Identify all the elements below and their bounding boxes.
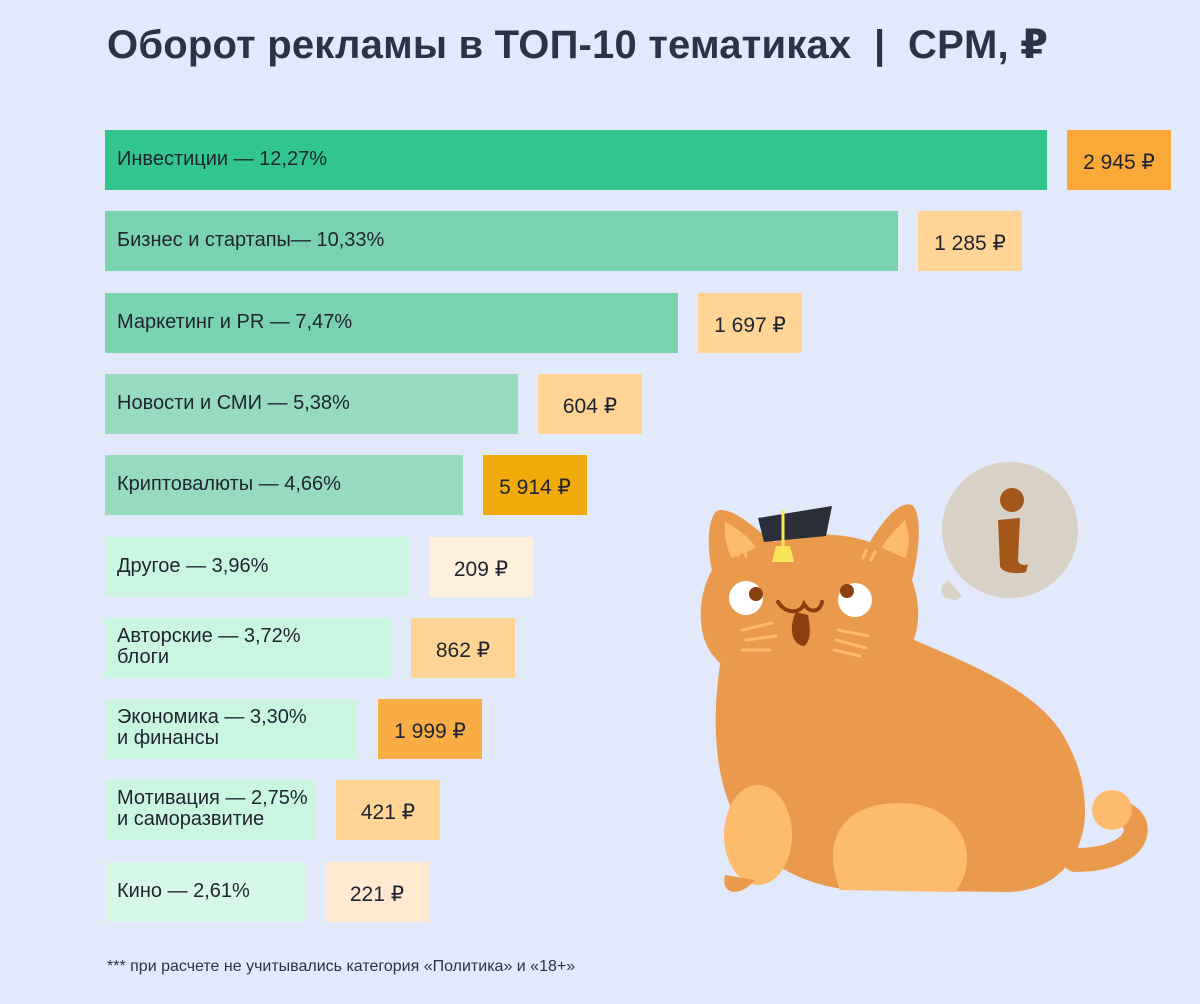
- bar: Другое — 3,96%: [105, 537, 409, 597]
- cpm-label: 1 285 ₽: [934, 231, 1006, 255]
- bar-label: Другое — 3,96%: [117, 555, 269, 578]
- bar-label: Криптовалюты — 4,66%: [117, 473, 341, 496]
- bar-label: Экономика — 3,30% и финансы: [117, 706, 307, 750]
- bar: Новости и СМИ — 5,38%: [105, 374, 518, 434]
- bar-label: Маркетинг и PR — 7,47%: [117, 311, 353, 334]
- chart-title: Оборот рекламы в ТОП-10 тематиках | CPM,…: [107, 23, 1049, 67]
- cpm-box: 1 285 ₽: [918, 211, 1022, 271]
- cpm-label: 5 914 ₽: [499, 475, 571, 499]
- bar-label: Инвестиции — 12,27%: [117, 148, 328, 171]
- bar-label: Авторские — 3,72% блоги: [117, 625, 301, 669]
- info-icon: [941, 462, 1078, 600]
- cpm-label: 221 ₽: [349, 882, 405, 906]
- cpm-box: 421 ₽: [336, 780, 440, 840]
- cpm-box: 1 697 ₽: [698, 293, 802, 353]
- bar: Экономика — 3,30% и финансы: [105, 699, 358, 759]
- cpm-label: 1 999 ₽: [394, 719, 466, 743]
- bar-label: Мотивация — 2,75% и саморазвитие: [117, 787, 308, 831]
- cpm-box: 604 ₽: [538, 374, 642, 434]
- bar-label: Кино — 2,61%: [117, 880, 250, 903]
- cpm-box: 1 999 ₽: [378, 699, 482, 759]
- cpm-box: 2 945 ₽: [1067, 130, 1171, 190]
- cpm-label: 862 ₽: [435, 638, 491, 662]
- bar: Криптовалюты — 4,66%: [105, 455, 463, 515]
- bar-label: Новости и СМИ — 5,38%: [117, 392, 350, 415]
- bar: Мотивация — 2,75% и саморазвитие: [105, 780, 316, 840]
- cpm-label: 604 ₽: [562, 394, 618, 418]
- cpm-box: 862 ₽: [411, 618, 515, 678]
- cpm-box: 221 ₽: [325, 862, 429, 922]
- bar: Маркетинг и PR — 7,47%: [105, 293, 678, 353]
- bar-label: Бизнес и стартапы— 10,33%: [117, 229, 385, 252]
- cpm-box: 5 914 ₽: [483, 455, 587, 515]
- bar: Кино — 2,61%: [105, 862, 305, 922]
- cpm-label: 421 ₽: [360, 800, 416, 824]
- cpm-label: 209 ₽: [453, 557, 509, 581]
- cpm-label: 2 945 ₽: [1083, 150, 1155, 174]
- bar: Авторские — 3,72% блоги: [105, 618, 391, 678]
- cpm-box: 209 ₽: [429, 537, 533, 597]
- bar: Инвестиции — 12,27%: [105, 130, 1047, 190]
- cpm-label: 1 697 ₽: [714, 313, 786, 337]
- cat-mascot-icon: [700, 462, 1148, 892]
- footnote: *** при расчете не учитывались категория…: [107, 958, 576, 975]
- bar: Бизнес и стартапы— 10,33%: [105, 211, 898, 271]
